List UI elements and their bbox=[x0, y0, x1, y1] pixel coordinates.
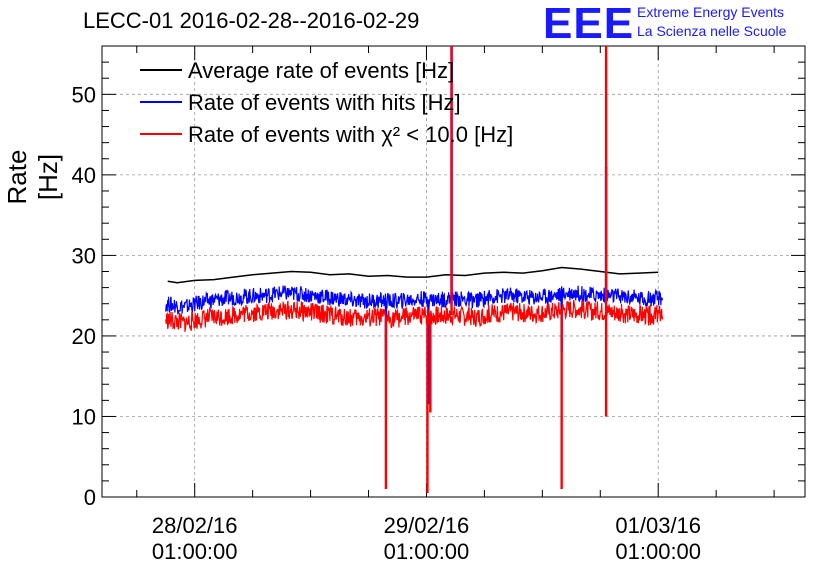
x-tick-label-date: 28/02/16 bbox=[152, 513, 238, 538]
series-line-1 bbox=[165, 285, 664, 315]
logo-subtitle-line2: La Scienza nelle Scuole bbox=[637, 23, 787, 39]
series-line-2 bbox=[165, 299, 664, 332]
x-tick-label-time: 01:00:00 bbox=[384, 539, 470, 564]
x-tick-label-time: 01:00:00 bbox=[152, 539, 238, 564]
eee-logo: EEE bbox=[543, 0, 635, 48]
chart-title: LECC-01 2016-02-28--2016-02-29 bbox=[83, 8, 420, 33]
legend-label-0: Average rate of events [Hz] bbox=[188, 58, 454, 83]
y-tick-label: 10 bbox=[72, 404, 96, 429]
x-tick-label-date: 01/03/16 bbox=[615, 513, 701, 538]
y-tick-label: 0 bbox=[84, 485, 96, 510]
y-tick-label: 50 bbox=[72, 82, 96, 107]
y-tick-label: 30 bbox=[72, 243, 96, 268]
legend-label-1: Rate of events with hits [Hz] bbox=[188, 90, 461, 115]
series-line-0 bbox=[167, 266, 659, 284]
y-tick-label: 40 bbox=[72, 163, 96, 188]
x-tick-label-date: 29/02/16 bbox=[384, 513, 470, 538]
y-tick-label: 20 bbox=[72, 324, 96, 349]
legend-label-2: Rate of events with χ² < 10.0 [Hz] bbox=[188, 122, 513, 147]
logo-subtitle-line1: Extreme Energy Events bbox=[637, 4, 785, 20]
x-tick-label-time: 01:00:00 bbox=[615, 539, 701, 564]
